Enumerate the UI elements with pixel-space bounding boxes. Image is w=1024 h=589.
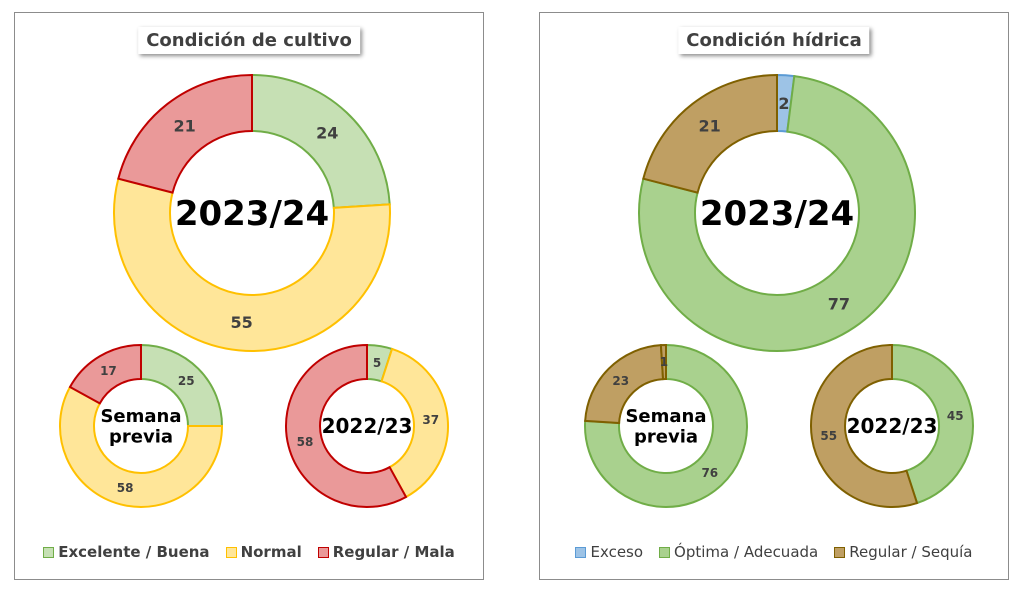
data-label: 37 <box>422 413 439 427</box>
legend-label: Óptima / Adecuada <box>674 543 819 561</box>
data-label: 21 <box>698 117 720 136</box>
legend-swatch <box>575 546 587 558</box>
data-label: 45 <box>947 409 964 423</box>
ring-center-label: 2022/23 <box>847 414 938 438</box>
data-label: 77 <box>828 295 850 314</box>
donut-slice <box>113 177 391 352</box>
ring-center-label: 2022/23 <box>322 414 413 438</box>
ring-center-label: 2023/24 <box>700 194 854 234</box>
ring-center-label: Semana <box>625 406 706 427</box>
data-label: 5 <box>373 356 381 370</box>
legend-swatch <box>834 546 846 558</box>
data-label: 76 <box>701 466 718 480</box>
legend: Exceso Óptima / Adecuada Regular / Sequí… <box>540 543 1008 561</box>
donut-slice <box>638 74 916 352</box>
panel-condicion-cultivo: Condición de cultivo 24 55 21 2023/24 25 58 17… <box>14 12 484 580</box>
ring-center-label: previa <box>634 427 698 448</box>
data-label: 58 <box>297 435 314 449</box>
legend-item-exceso: Exceso <box>575 543 643 561</box>
data-label: 23 <box>612 374 629 388</box>
donut-slice <box>251 73 391 209</box>
legend-item-normal: Normal <box>225 543 302 561</box>
data-label: 1 <box>660 355 668 369</box>
donut-slice <box>659 343 667 381</box>
donut-slice <box>891 343 974 505</box>
legend-label: Regular / Mala <box>332 543 455 561</box>
donut-slice <box>584 343 748 508</box>
legend-item-buena: Excelente / Buena <box>43 543 210 561</box>
legend-swatch <box>225 546 237 558</box>
chart-title: Condición de cultivo <box>138 27 360 54</box>
donut-slice <box>642 73 778 194</box>
legend-swatch <box>43 546 55 558</box>
donut-slice <box>68 343 142 405</box>
legend-swatch <box>317 546 329 558</box>
legend-item-mala: Regular / Mala <box>317 543 455 561</box>
legend-label: Exceso <box>590 543 644 561</box>
legend: Excelente / Buena Normal Regular / Mala <box>15 543 483 561</box>
ring-center-label: Semana <box>100 406 181 427</box>
chart-title: Condición hídrica <box>678 27 870 54</box>
panel-condicion-hidrica: Condición hídrica 2 77 21 2023/24 76 23 1 Seman… <box>539 12 1009 580</box>
ring-center-label: previa <box>109 427 173 448</box>
donut-slice <box>810 343 919 508</box>
donut-slice <box>59 385 224 508</box>
data-label: 2 <box>778 94 789 113</box>
legend-label: Regular / Sequía <box>849 543 973 561</box>
data-label: 55 <box>820 429 837 443</box>
donut-slice <box>117 73 253 194</box>
data-label: 55 <box>231 313 253 332</box>
data-label: 21 <box>173 117 195 136</box>
legend-swatch <box>659 546 671 558</box>
ring-center-label: 2023/24 <box>175 194 329 234</box>
data-label: 24 <box>316 123 338 142</box>
legend-label: Normal <box>240 543 302 561</box>
donut-slice <box>380 347 449 499</box>
legend-label: Excelente / Buena <box>58 543 210 561</box>
data-label: 25 <box>178 374 195 388</box>
legend-item-optima: Óptima / Adecuada <box>659 543 818 561</box>
donut-slice <box>285 343 408 508</box>
data-label: 58 <box>117 481 134 495</box>
data-label: 17 <box>100 364 117 378</box>
legend-item-sequia: Regular / Sequía <box>834 543 973 561</box>
